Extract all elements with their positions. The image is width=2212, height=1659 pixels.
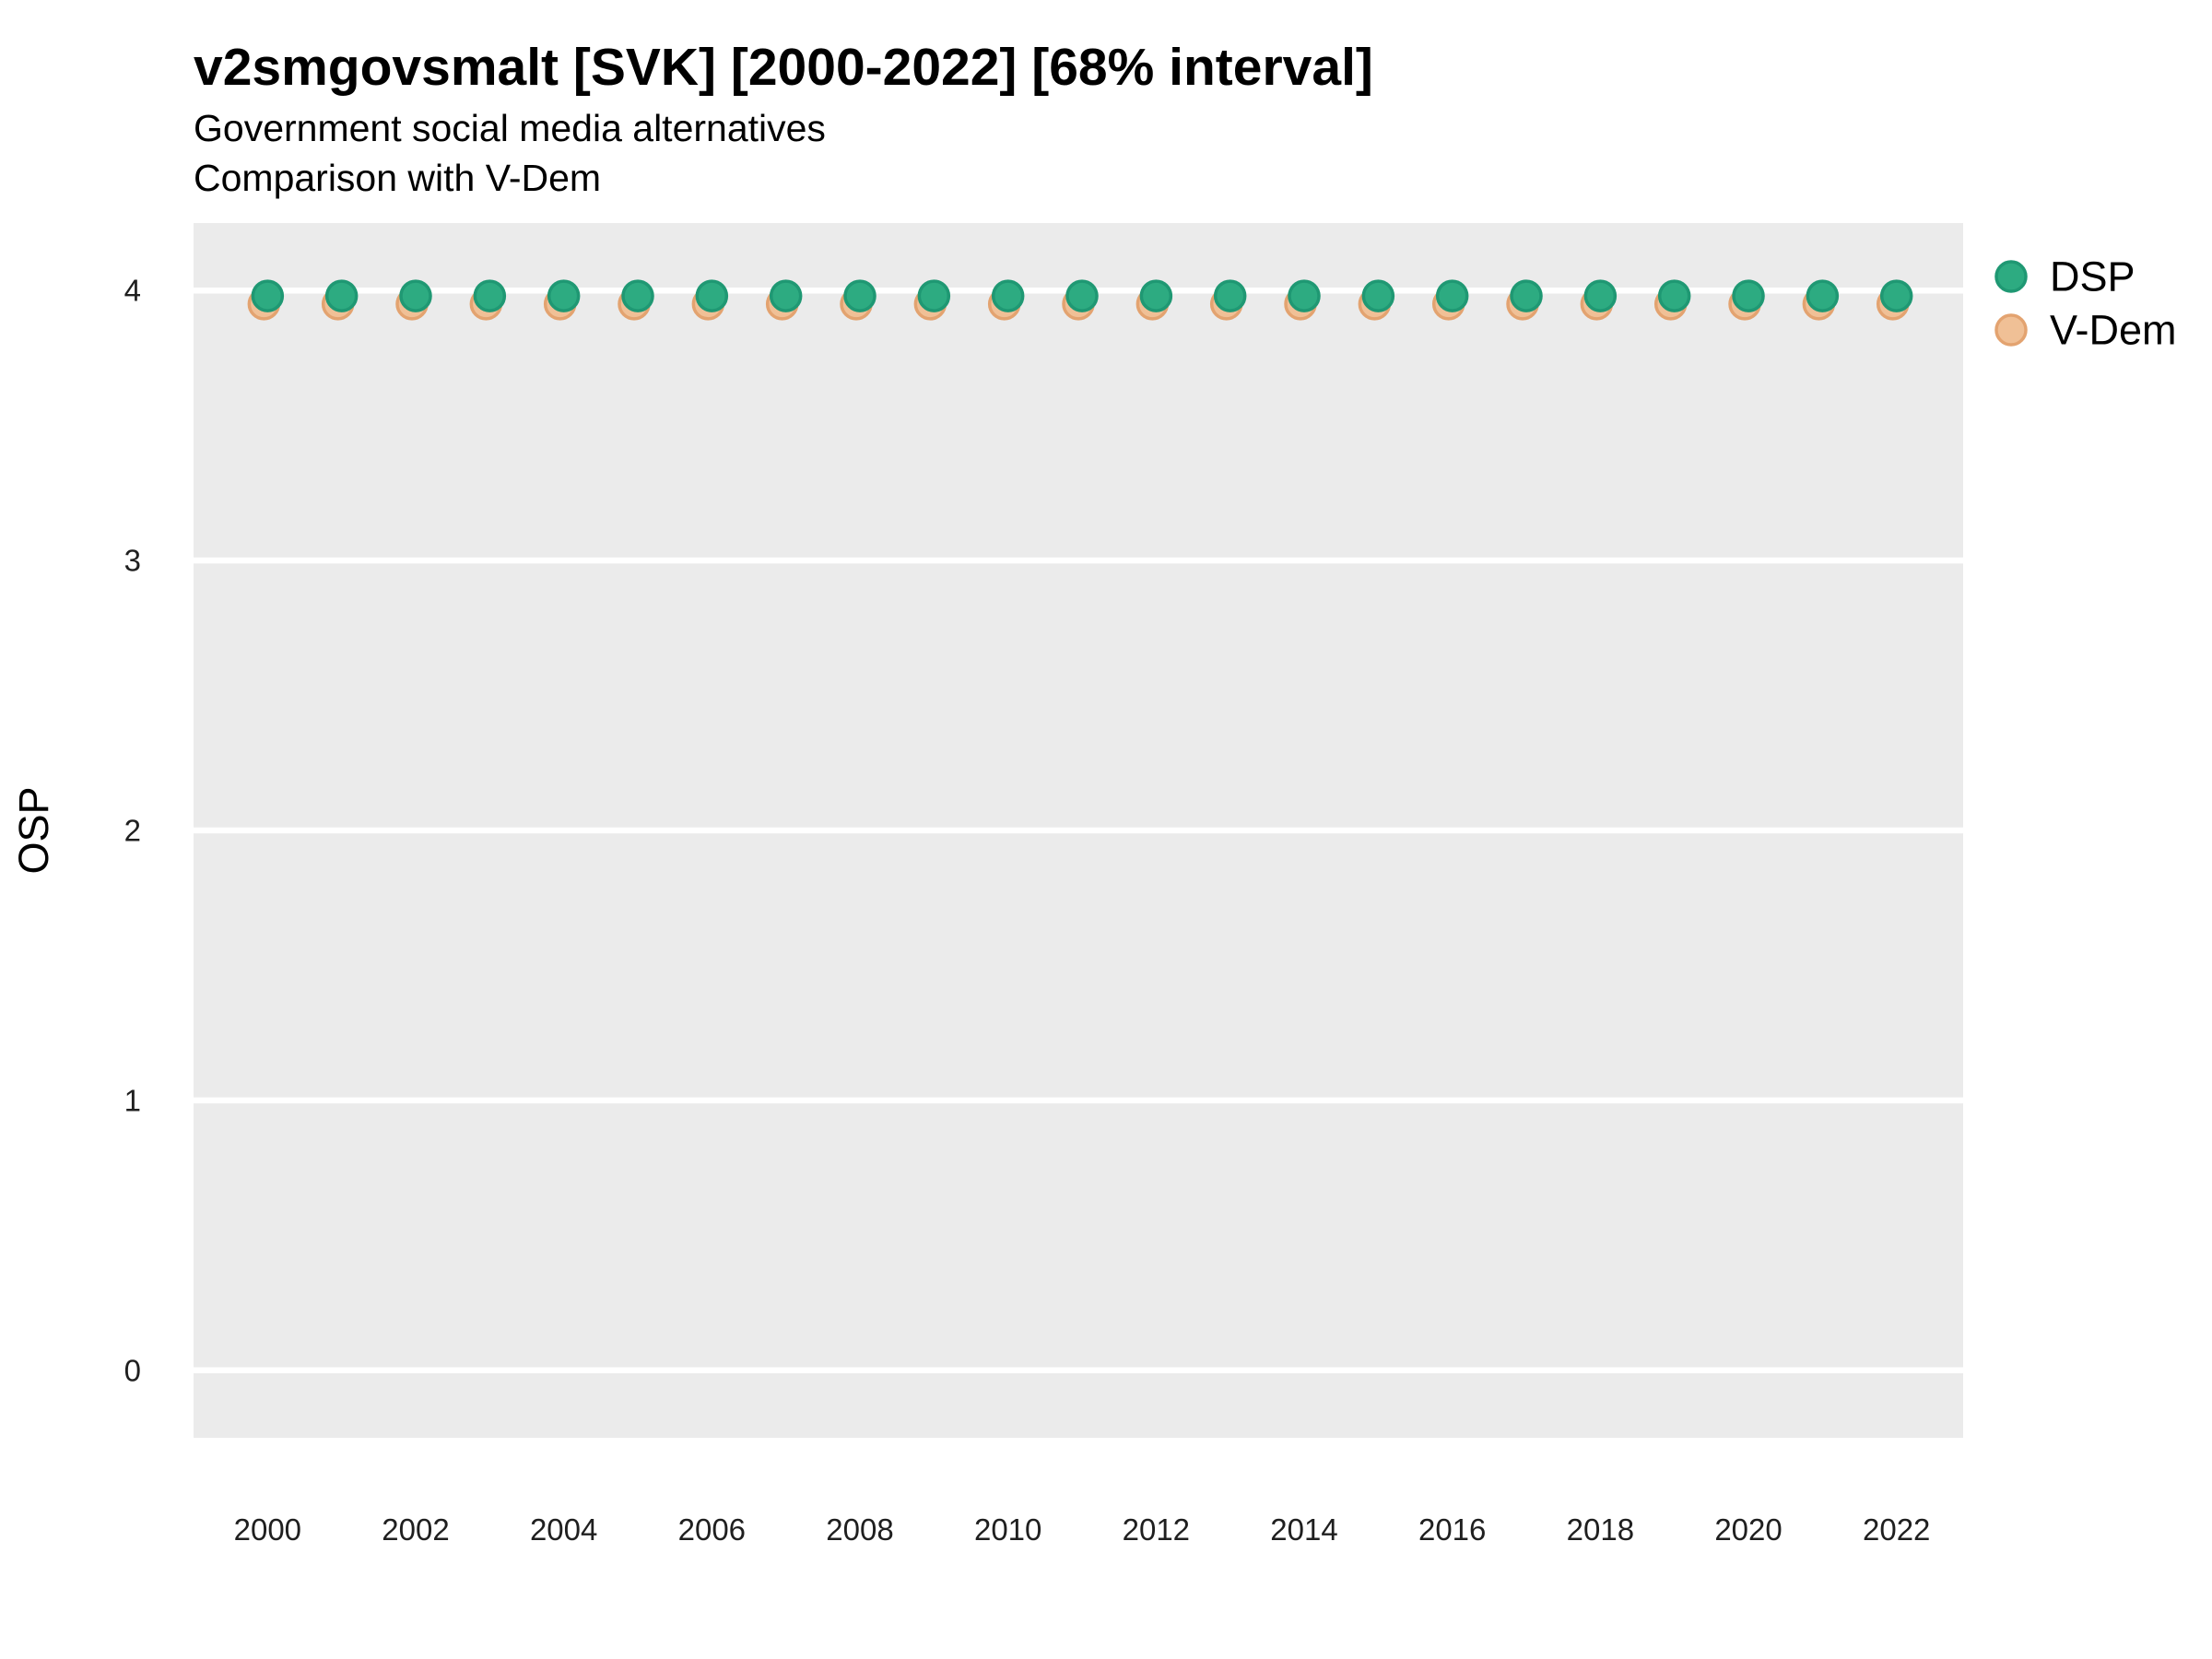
x-tick-label: 2020: [1714, 1512, 1782, 1547]
data-point-dsp: [1732, 279, 1765, 312]
data-point-dsp: [547, 279, 581, 312]
y-axis-title: OSP: [10, 786, 57, 874]
data-point-dsp: [1065, 279, 1099, 312]
x-tick-label: 2016: [1418, 1512, 1486, 1547]
legend-key-v-dem: [1994, 313, 2028, 347]
data-point-dsp: [473, 279, 507, 312]
y-tick-label: 4: [124, 274, 141, 308]
legend-key-dsp: [1994, 260, 2028, 293]
x-tick-label: 2002: [382, 1512, 449, 1547]
x-tick-label: 2022: [1863, 1512, 1930, 1547]
data-point-dsp: [251, 279, 285, 312]
chart-title: v2smgovsmalt [SVK] [2000-2022] [68% inte…: [194, 38, 1373, 97]
x-tick-label: 2004: [530, 1512, 597, 1547]
y-tick-label: 3: [124, 544, 141, 578]
x-tick-label: 2012: [1123, 1512, 1190, 1547]
data-point-dsp: [1583, 279, 1618, 312]
x-tick-label: 2018: [1567, 1512, 1634, 1547]
data-point-dsp: [621, 279, 654, 312]
data-point-dsp: [917, 279, 951, 312]
data-point-dsp: [769, 279, 803, 312]
data-point-dsp: [1139, 279, 1173, 312]
x-tick-label: 2010: [974, 1512, 1041, 1547]
data-point-dsp: [1806, 279, 1840, 312]
data-point-dsp: [1657, 279, 1691, 312]
data-point-dsp: [843, 279, 877, 312]
data-point-dsp: [991, 279, 1025, 312]
data-point-dsp: [1879, 279, 1913, 312]
y-tick-label: 1: [124, 1083, 141, 1117]
data-point-dsp: [1288, 279, 1321, 312]
x-tick-label: 2008: [826, 1512, 893, 1547]
legend-label-v-dem: V-Dem: [2050, 307, 2177, 354]
data-point-dsp: [1361, 279, 1395, 312]
x-tick-label: 2006: [678, 1512, 746, 1547]
x-tick-label: 2014: [1270, 1512, 1337, 1547]
y-tick-label: 0: [124, 1353, 141, 1387]
data-point-dsp: [399, 279, 432, 312]
data-point-dsp: [1510, 279, 1543, 312]
chart-annotation: Comparison with V-Dem: [194, 157, 602, 199]
data-point-dsp: [1213, 279, 1247, 312]
data-point-dsp: [324, 279, 359, 312]
y-tick-label: 2: [124, 814, 141, 848]
data-point-dsp: [1435, 279, 1469, 312]
x-tick-label: 2000: [234, 1512, 301, 1547]
chart-subtitle: Government social media alternatives: [194, 107, 826, 149]
data-point-dsp: [695, 279, 729, 312]
legend-label-dsp: DSP: [2050, 253, 2136, 300]
